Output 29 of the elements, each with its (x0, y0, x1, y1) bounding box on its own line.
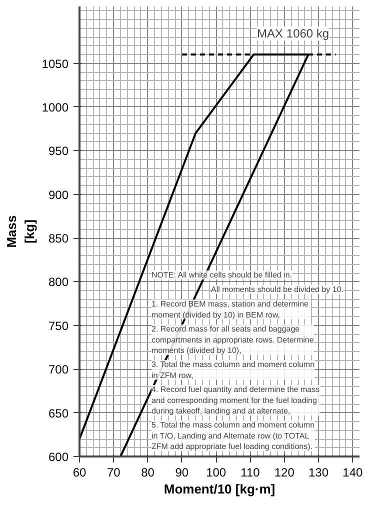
x-axis-title: Moment/10 [kg·m] (164, 482, 276, 496)
annotation: 3. Total the mass column and moment column in ZFM row, (152, 360, 315, 380)
annotation: 2. Record mass for all seats and baggage compartments in appropriate rows. Determine moments (divided by 10), (152, 324, 314, 356)
x-tick-label: 70 (106, 466, 121, 480)
y-tick-label: 600 (48, 450, 69, 464)
x-tick-label: 140 (342, 466, 364, 480)
y-tick-label: 900 (48, 188, 69, 202)
x-tick-label: 60 (72, 466, 86, 480)
annotation: 4. Record fuel quantity and determine the mass and corresponding moment for the fuel loading during takeoff, landing and at alternate, (152, 385, 320, 416)
annotation: 5. Total the mass column and moment column in T/O, Landing and Alternate row (to TOTAL ZFM add appropriate fuel loading conditions). (152, 420, 315, 452)
y-tick-label: 750 (48, 318, 69, 333)
y-tick-label: 650 (48, 406, 69, 420)
annotation: MAX 1060 kg (257, 26, 330, 41)
annotation: NOTE: All white cells should be filled in. (152, 270, 292, 280)
y-tick-label: 850 (48, 232, 69, 246)
y-tick-label: 700 (48, 362, 69, 377)
x-tick-label: 120 (274, 466, 295, 480)
x-tick-label: 80 (141, 466, 155, 480)
y-tick-label: 1050 (42, 56, 69, 71)
y-tick-label: 800 (48, 275, 69, 290)
x-tick-label: 130 (308, 466, 329, 480)
y-axis-title: Mass [kg] (4, 215, 37, 248)
annotation: 1. Record BEM mass, station and determine moment (divided by 10) in BEM row, (152, 300, 310, 320)
annotation: All moments should be divided by 10. (210, 285, 344, 294)
y-tick-label: 1000 (42, 100, 69, 114)
y-tick-label: 950 (48, 144, 69, 158)
x-tick-label: 90 (175, 466, 189, 480)
x-tick-label: 100 (206, 466, 226, 480)
x-tick-label: 110 (240, 466, 260, 480)
